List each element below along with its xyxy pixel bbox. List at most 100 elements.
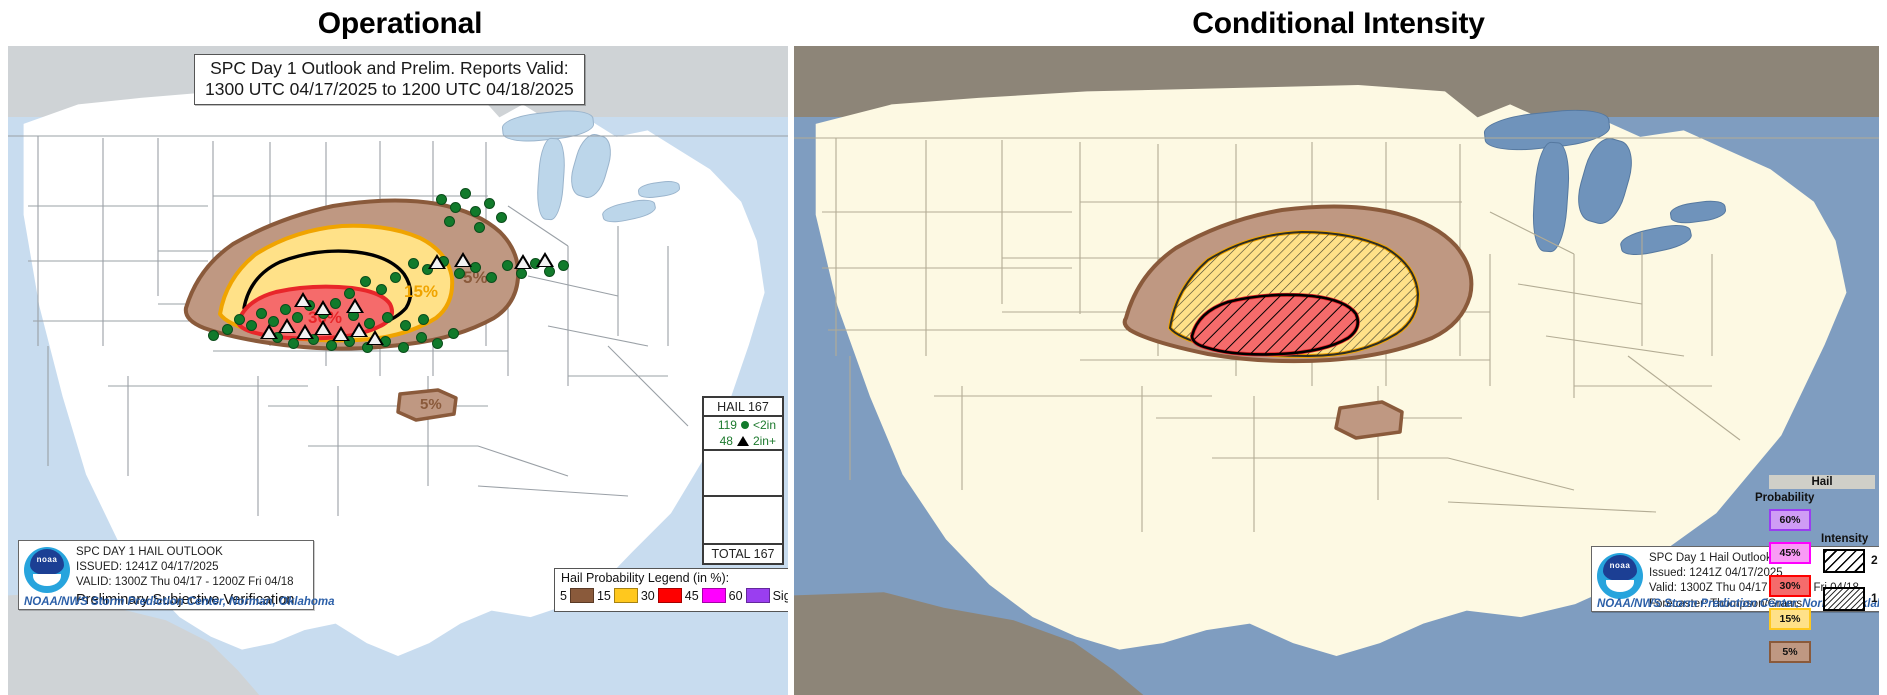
hail-report-dot[interactable] — [416, 332, 427, 343]
hail-legend-swatch-5: 5% — [1769, 641, 1811, 663]
hail-legend-swatch-60 — [745, 588, 770, 603]
info-right-line4: Forecaster: Thompson/Grams — [1649, 597, 1803, 610]
hail-report-triangle[interactable] — [428, 254, 446, 269]
hail-legend-swatch-30 — [657, 588, 682, 603]
hail-legend-intensity-2-swatch — [1823, 549, 1865, 573]
reports-label-small: <2in — [752, 418, 776, 432]
hail-report-dot[interactable] — [326, 340, 337, 351]
hail-report-triangle[interactable] — [536, 252, 554, 267]
hail-report-dot[interactable] — [256, 308, 267, 319]
hail-report-triangle[interactable] — [514, 254, 532, 269]
hail-report-dot[interactable] — [444, 216, 455, 227]
reports-blank-section-wind — [704, 451, 782, 497]
hail-report-triangle[interactable] — [294, 292, 312, 307]
noaa-logo-icon: noaa — [24, 547, 70, 593]
hail-report-dot[interactable] — [288, 338, 299, 349]
map-panel-operational[interactable]: 5% 15% 30% 5% — [8, 46, 788, 695]
hail-report-triangle[interactable] — [366, 330, 384, 345]
hail-report-dot[interactable] — [460, 188, 471, 199]
hail-report-dot[interactable] — [222, 324, 233, 335]
risk-area-5pct-isolated — [396, 388, 458, 422]
hail-legend-swatch-60: 60% — [1769, 509, 1811, 531]
hail-report-dot[interactable] — [390, 272, 401, 283]
hail-report-dot[interactable] — [516, 268, 527, 279]
hail-legend-swatch-15: 15% — [1769, 608, 1811, 630]
hail-legend-intensity-1-label: 1 — [1871, 591, 1878, 605]
black-triangle-icon — [736, 436, 749, 446]
hail-report-dot[interactable] — [376, 284, 387, 295]
hail-report-triangle[interactable] — [260, 324, 278, 339]
hail-report-triangle[interactable] — [278, 318, 296, 333]
hail-legend-item-45: 45 — [685, 588, 726, 603]
hail-legend-swatch-60-label: 60% — [1779, 514, 1801, 526]
hail-report-dot[interactable] — [400, 320, 411, 331]
hail-report-dot[interactable] — [436, 194, 447, 205]
reports-count-box[interactable]: HAIL 167 119 <2in 48 2in+ TOTAL 167 — [702, 396, 784, 565]
hail-report-dot[interactable] — [454, 268, 465, 279]
noaa-logo-icon: noaa — [1597, 553, 1643, 599]
hail-report-dot[interactable] — [486, 272, 497, 283]
risk-label-5pct-isolated: 5% — [420, 396, 442, 413]
reports-blank-section-tornado — [704, 497, 782, 543]
outlook-title-box: SPC Day 1 Outlook and Prelim. Reports Va… — [194, 54, 585, 106]
hail-report-triangle[interactable] — [314, 320, 332, 335]
hail-report-dot[interactable] — [292, 312, 303, 323]
map-canvas-right: noaa SPC Day 1 Hail Outlook Issued: 1241… — [794, 46, 1879, 695]
hail-report-dot[interactable] — [246, 320, 257, 331]
hail-legend-swatch-30-label: 30% — [1779, 580, 1801, 592]
outlook-title-line1: SPC Day 1 Outlook and Prelim. Reports Va… — [210, 58, 569, 78]
hail-report-dot[interactable] — [474, 222, 485, 233]
hail-legend-item-15: 15 — [597, 588, 638, 603]
hail-legend-swatch-5 — [569, 588, 594, 603]
hail-legend-probability-label: Probability — [1755, 492, 1815, 504]
hail-legend-item-5: 5 — [560, 588, 594, 603]
hail-legend-label-5: 5 — [560, 588, 567, 603]
hail-probability-legend: Hail Probability Legend (in %): 5 15 30 — [554, 568, 788, 612]
outlook-title-line2: 1300 UTC 04/17/2025 to 1200 UTC 04/18/20… — [205, 78, 574, 99]
hail-report-dot[interactable] — [470, 262, 481, 273]
hail-report-dot[interactable] — [208, 330, 219, 341]
hail-report-dot[interactable] — [470, 206, 481, 217]
hail-legend-swatch-30: 30% — [1769, 575, 1811, 597]
hail-report-dot[interactable] — [408, 258, 419, 269]
map-panel-conditional-intensity[interactable]: noaa SPC Day 1 Hail Outlook Issued: 1241… — [794, 46, 1879, 695]
reports-row-small-hail: 119 <2in — [704, 417, 782, 433]
hail-report-triangle[interactable] — [296, 324, 314, 339]
reports-count-small: 119 — [717, 418, 737, 432]
map-canvas-left: 5% 15% 30% 5% — [8, 46, 788, 695]
hail-report-triangle[interactable] — [346, 298, 364, 313]
hail-report-dot[interactable] — [382, 312, 393, 323]
reports-header: HAIL 167 — [704, 398, 782, 417]
hail-report-dot[interactable] — [496, 212, 507, 223]
info-left-line3: VALID: 1300Z Thu 04/17 - 1200Z Fri 04/18 — [76, 576, 294, 589]
hail-report-dot[interactable] — [450, 202, 461, 213]
hail-report-dot[interactable] — [432, 338, 443, 349]
panel-title-conditional-intensity: Conditional Intensity — [1192, 7, 1485, 40]
hail-report-triangle[interactable] — [454, 252, 472, 267]
hail-report-dot[interactable] — [280, 304, 291, 315]
hail-report-dot[interactable] — [502, 260, 513, 271]
hail-report-triangle[interactable] — [332, 326, 350, 341]
hail-legend-right-header: Hail — [1769, 475, 1875, 489]
hail-report-dot[interactable] — [422, 264, 433, 275]
intensity-2-hatch-area — [1190, 293, 1360, 356]
hail-report-dot[interactable] — [360, 276, 371, 287]
hail-report-dot[interactable] — [558, 260, 569, 271]
hail-report-dot[interactable] — [234, 314, 245, 325]
hail-legend-label-30: 30 — [640, 588, 655, 603]
hail-report-dot[interactable] — [484, 198, 495, 209]
hail-report-dot[interactable] — [398, 342, 409, 353]
hail-legend-label-15: 15 — [596, 588, 611, 603]
hail-legend-swatch-5-label: 5% — [1782, 646, 1798, 658]
hail-report-triangle[interactable] — [350, 322, 368, 337]
info-left-line1: SPC DAY 1 HAIL OUTLOOK — [76, 546, 223, 558]
hail-report-dot[interactable] — [418, 314, 429, 325]
risk-area-5pct-isolated — [1334, 400, 1404, 440]
reports-count-large: 48 — [719, 434, 733, 448]
hail-report-dot[interactable] — [544, 266, 555, 277]
hail-report-triangle[interactable] — [314, 300, 332, 315]
hail-legend-label-45: 45 — [684, 588, 699, 603]
risk-contours-right[interactable] — [794, 46, 1879, 695]
hail-legend-swatch-15 — [613, 588, 638, 603]
hail-report-dot[interactable] — [448, 328, 459, 339]
